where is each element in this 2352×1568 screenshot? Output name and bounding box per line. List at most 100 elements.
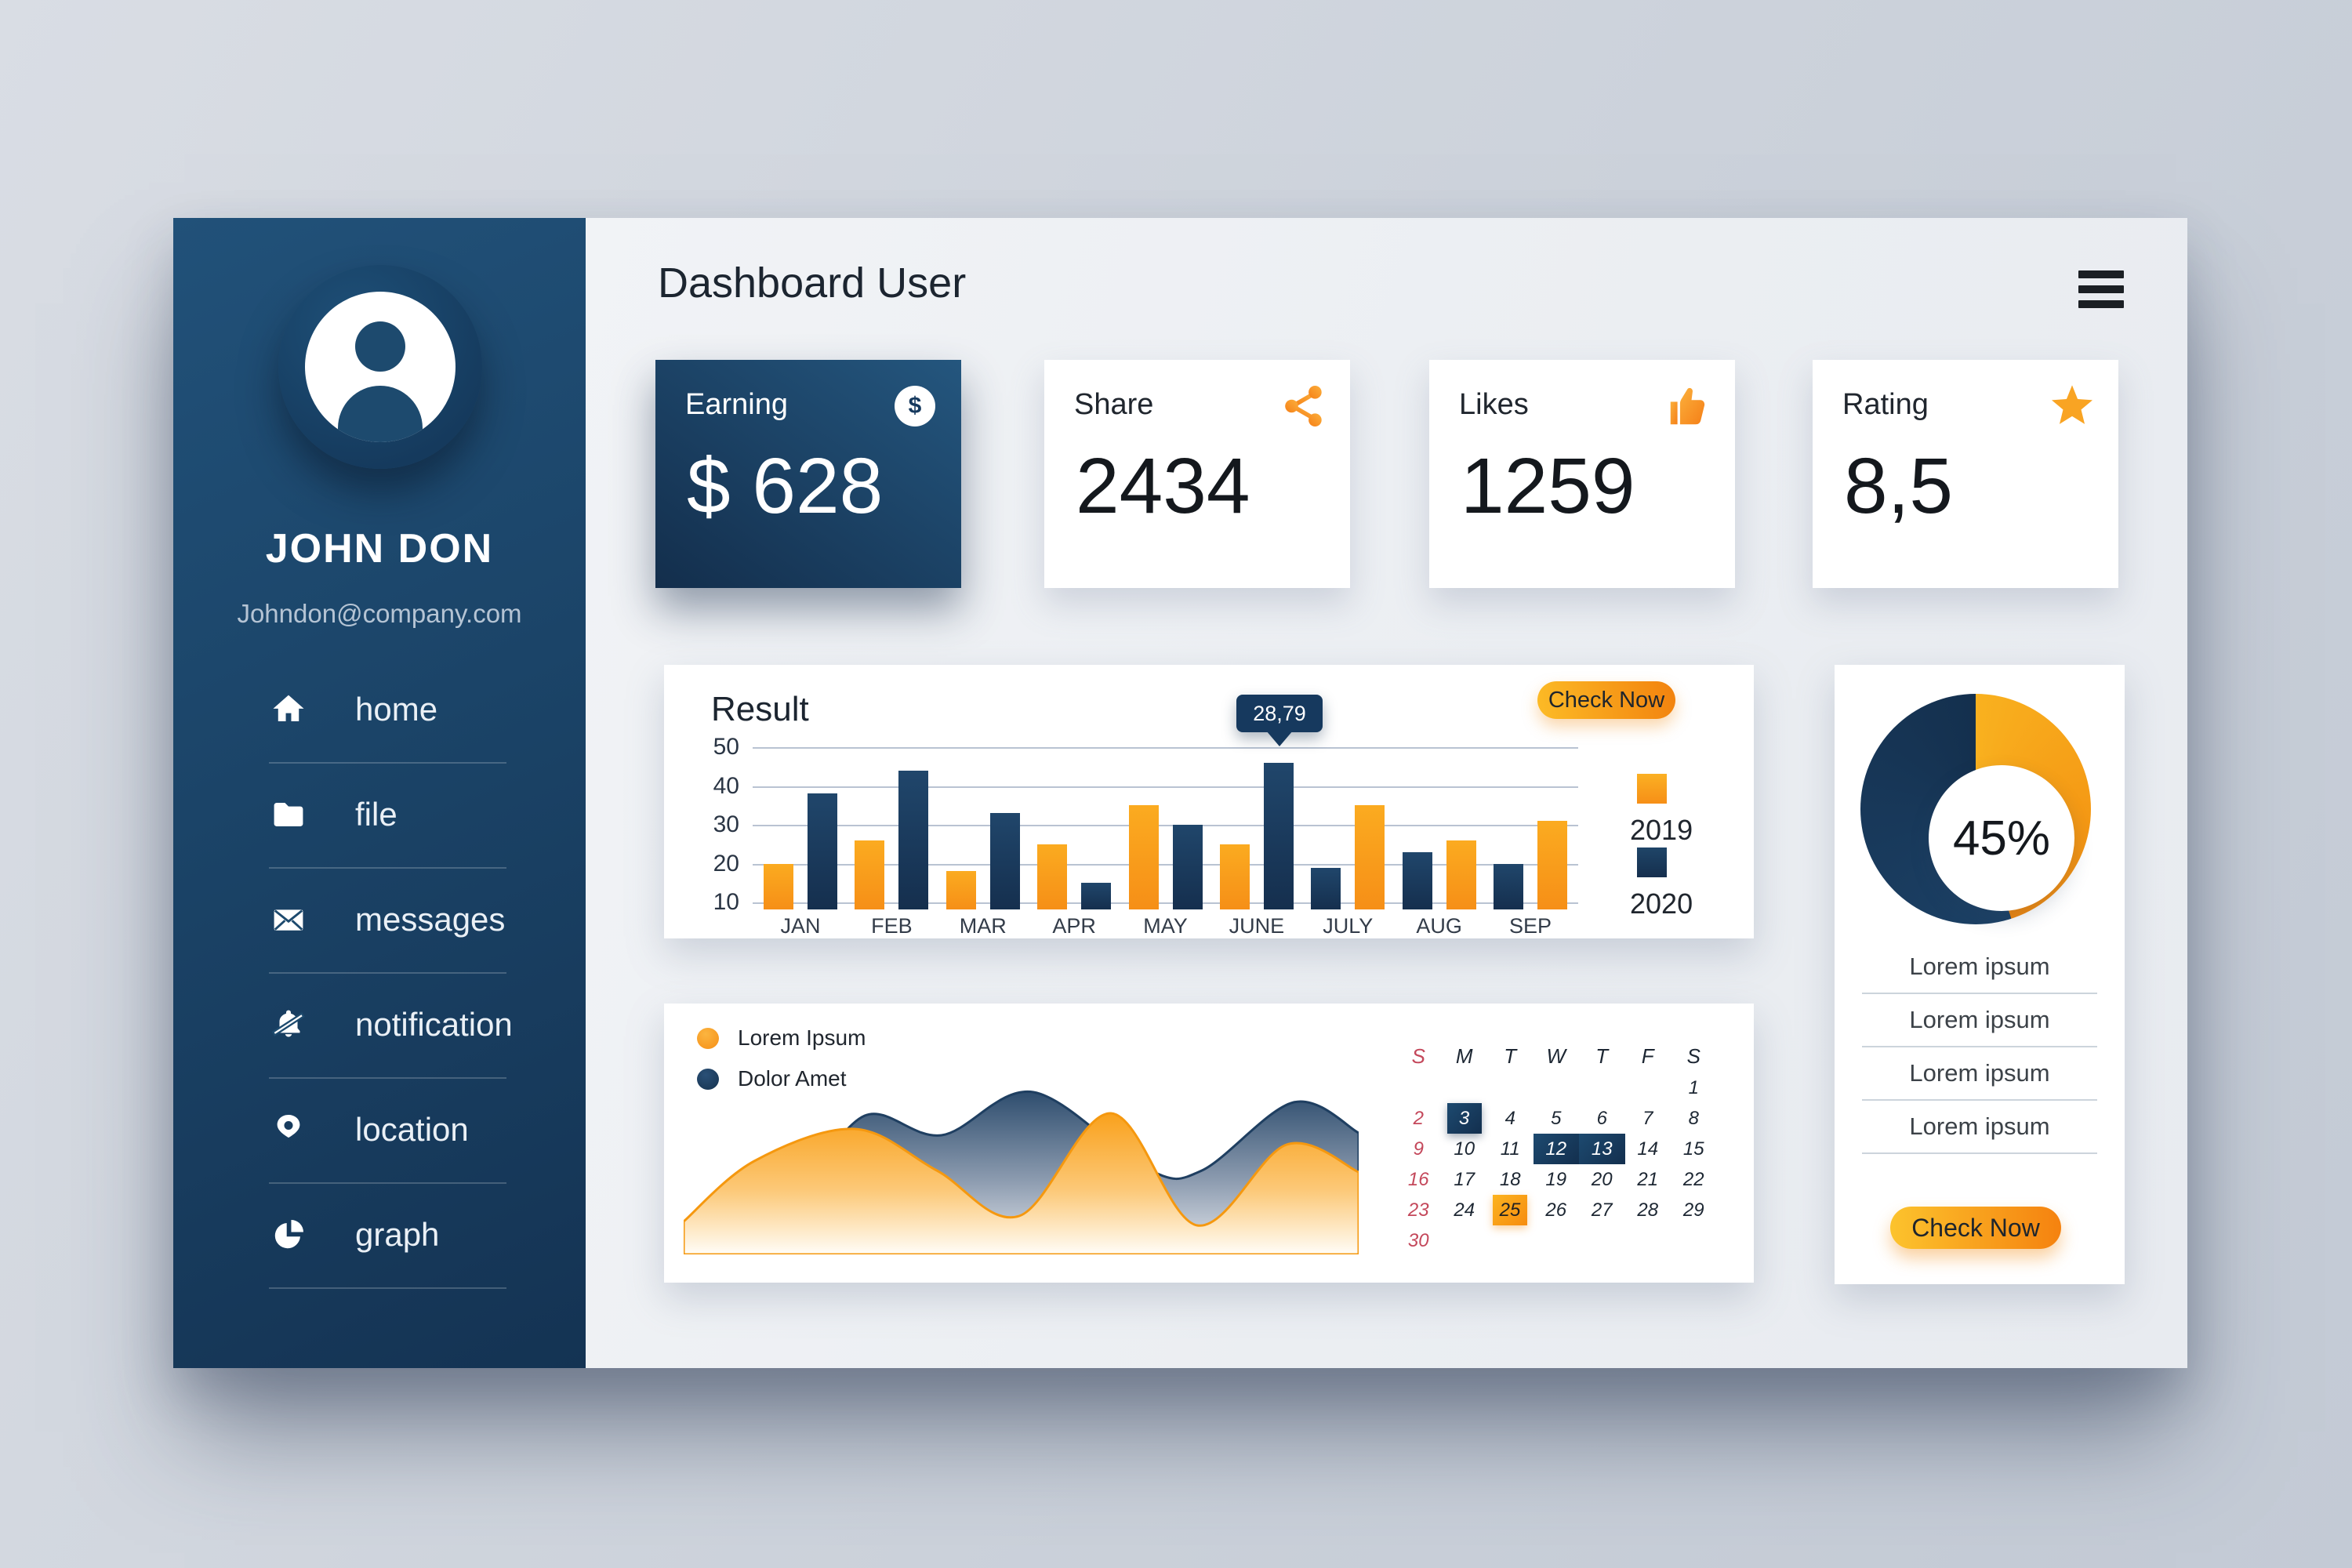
hamburger-icon[interactable] — [2078, 270, 2124, 308]
calendar-day-8[interactable]: 8 — [1688, 1107, 1699, 1129]
calendar-day-4[interactable]: 4 — [1504, 1107, 1515, 1129]
avatar-circle — [305, 292, 456, 442]
calendar-day-18[interactable]: 18 — [1499, 1168, 1521, 1190]
calendar-day-6[interactable]: 6 — [1596, 1107, 1607, 1129]
area-legend-item: Lorem Ipsum — [697, 1022, 866, 1054]
dollar-icon: $ — [891, 382, 939, 430]
x-tick-label: JUNE — [1229, 914, 1285, 938]
sidebar-item-messages[interactable]: messages — [269, 896, 528, 943]
calendar-day-23[interactable]: 23 — [1407, 1199, 1429, 1221]
chart-tooltip: 28,79 — [1236, 695, 1323, 732]
legend-swatch-2020 — [1637, 848, 1667, 877]
check-now-button[interactable]: Check Now — [1537, 681, 1675, 719]
avatar[interactable] — [278, 265, 482, 469]
calendar-day-empty — [1579, 1225, 1625, 1256]
sidebar-item-label: graph — [355, 1216, 440, 1253]
y-tick-label: 20 — [713, 850, 739, 877]
calendar-day-30[interactable]: 30 — [1407, 1229, 1429, 1251]
bar-2020-apr — [1081, 883, 1112, 909]
sidebar-item-file[interactable]: file — [269, 791, 528, 838]
bar-2020-mar — [989, 813, 1020, 909]
calendar-day-5[interactable]: 5 — [1551, 1107, 1562, 1129]
calendar-day-24[interactable]: 24 — [1454, 1199, 1475, 1221]
gridline — [753, 825, 1578, 826]
profile-name: JOHN DON — [265, 526, 494, 572]
calendar-day-25[interactable]: 25 — [1487, 1195, 1534, 1225]
calendar-day-7[interactable]: 7 — [1642, 1107, 1653, 1129]
dashboard-window: JOHN DON Johndon@company.com home file mes… — [173, 218, 2187, 1368]
calendar-day-15[interactable]: 15 — [1682, 1138, 1704, 1160]
x-tick-label: APR — [1052, 914, 1096, 938]
calendar-day-9[interactable]: 9 — [1413, 1138, 1424, 1160]
stat-card-label: Likes — [1459, 388, 1529, 421]
share-icon — [1279, 382, 1328, 430]
legend-label-2020: 2020 — [1630, 887, 1693, 920]
calendar-day-20[interactable]: 20 — [1591, 1168, 1613, 1190]
summary-list-item[interactable]: Lorem ipsum — [1862, 941, 2097, 994]
calendar-day-empty — [1534, 1225, 1580, 1256]
menu-divider — [269, 762, 506, 764]
sidebar-item-location[interactable]: location — [269, 1106, 528, 1153]
calendar-day-22[interactable]: 22 — [1682, 1168, 1704, 1190]
summary-list-item[interactable]: Lorem ipsum — [1862, 1047, 2097, 1101]
x-tick-label: JULY — [1323, 914, 1374, 938]
calendar-day-12[interactable]: 12 — [1533, 1134, 1579, 1164]
bar-2020-june — [1263, 763, 1294, 909]
calendar-day-empty — [1625, 1225, 1671, 1256]
bar-group-june — [1219, 763, 1294, 909]
bar-2020-may — [1172, 825, 1203, 909]
x-tick-label: MAY — [1143, 914, 1188, 938]
menu-divider — [269, 1182, 506, 1184]
calendar-day-17[interactable]: 17 — [1454, 1168, 1475, 1190]
calendar-day-1[interactable]: 1 — [1688, 1076, 1699, 1098]
calendar-day-14[interactable]: 14 — [1637, 1138, 1659, 1160]
legend-swatch-2019 — [1637, 774, 1667, 804]
calendar-day-2[interactable]: 2 — [1413, 1107, 1424, 1129]
sidebar: JOHN DON Johndon@company.com home file mes… — [173, 218, 586, 1368]
gridline — [753, 863, 1578, 866]
bar-group-may — [1128, 805, 1203, 909]
calendar-day-29[interactable]: 29 — [1682, 1199, 1704, 1221]
summary-list-item[interactable]: Lorem ipsum — [1862, 994, 2097, 1047]
calendar-header: S — [1686, 1044, 1700, 1068]
main-content: Dashboard User Earning $ 628 $ Share 2434 Lik… — [586, 218, 2187, 1368]
bell-muted-icon — [269, 1005, 308, 1044]
calendar-day-28[interactable]: 28 — [1637, 1199, 1659, 1221]
home-icon — [269, 690, 308, 729]
calendar-day-21[interactable]: 21 — [1637, 1168, 1659, 1190]
area-legend-label: Lorem Ipsum — [738, 1025, 866, 1050]
summary-list-item[interactable]: Lorem ipsum — [1862, 1101, 2097, 1154]
calendar-day-19[interactable]: 19 — [1545, 1168, 1567, 1190]
y-tick-label: 30 — [713, 811, 739, 837]
calendar-day-27[interactable]: 27 — [1591, 1199, 1613, 1221]
person-icon — [355, 321, 405, 372]
folder-icon — [269, 795, 308, 834]
gridline — [753, 786, 1578, 788]
bar-group-feb — [855, 771, 929, 909]
calendar-header: F — [1641, 1044, 1654, 1068]
y-tick-label: 40 — [713, 772, 739, 799]
check-now-button-2[interactable]: Check Now — [1890, 1207, 2061, 1249]
sidebar-item-home[interactable]: home — [269, 686, 528, 733]
sidebar-item-graph[interactable]: graph — [269, 1211, 528, 1258]
calendar-header: M — [1455, 1044, 1473, 1068]
calendar-day-3[interactable]: 3 — [1442, 1103, 1488, 1134]
bar-2020-july — [1311, 868, 1341, 909]
sidebar-item-notification[interactable]: notification — [269, 1001, 528, 1048]
bar-2020-aug — [1402, 852, 1432, 909]
calendar-day-26[interactable]: 26 — [1545, 1199, 1567, 1221]
x-tick-label: MAR — [959, 914, 1007, 938]
donut-chart: 45% — [1860, 694, 2091, 924]
calendar-day-16[interactable]: 16 — [1407, 1168, 1429, 1190]
area-legend-label: Dolor Amet — [738, 1066, 847, 1091]
chart-tooltip-pointer — [1266, 731, 1293, 746]
profile-email: Johndon@company.com — [237, 599, 522, 628]
x-axis-labels: JAN FEB MAR APR MAY JUNE JULY AUG SEP — [753, 914, 1578, 938]
stat-card-likes: Likes 1259 — [1429, 360, 1735, 588]
calendar-day-empty — [1487, 1073, 1534, 1103]
area-chart — [684, 1090, 1359, 1254]
calendar-day-10[interactable]: 10 — [1454, 1138, 1475, 1160]
calendar-day-11[interactable]: 11 — [1500, 1138, 1520, 1160]
calendar-day-13[interactable]: 13 — [1579, 1134, 1625, 1164]
x-tick-label: FEB — [871, 914, 913, 938]
